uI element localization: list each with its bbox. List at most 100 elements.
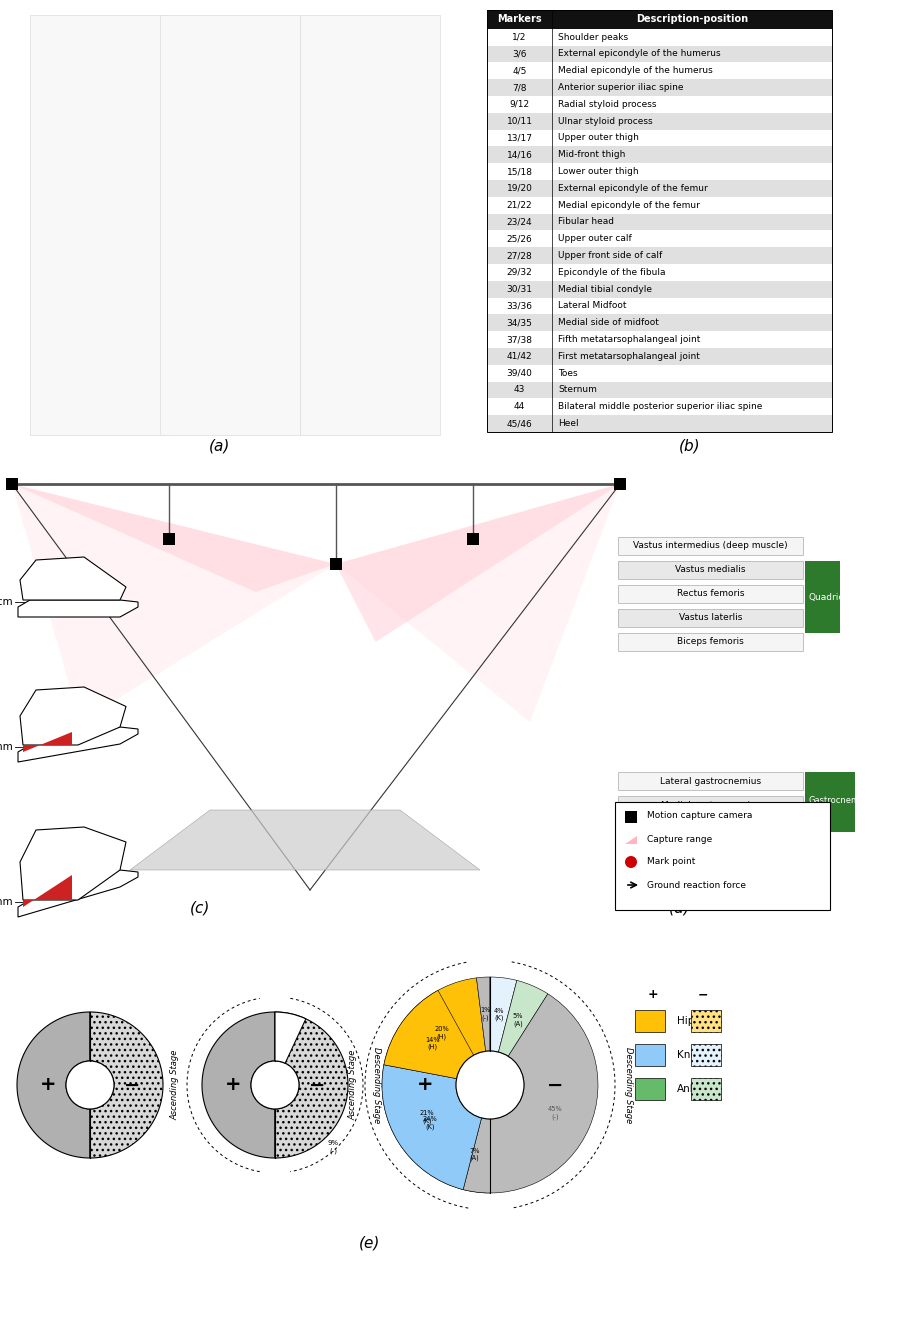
Bar xyxy=(300,15,440,435)
Polygon shape xyxy=(624,836,637,844)
Text: (c): (c) xyxy=(190,901,210,915)
Text: +: + xyxy=(224,1075,240,1095)
Text: −: − xyxy=(309,1075,325,1095)
Text: Ankle: Ankle xyxy=(676,1084,705,1093)
Text: −: − xyxy=(697,988,707,1001)
Bar xyxy=(618,820,802,838)
Polygon shape xyxy=(201,1012,275,1158)
Text: 33/36: 33/36 xyxy=(506,302,532,310)
Wedge shape xyxy=(498,980,547,1057)
Text: Vastus intermedius (deep muscle): Vastus intermedius (deep muscle) xyxy=(632,542,787,550)
Polygon shape xyxy=(90,1012,163,1158)
Text: 9%
(-): 9% (-) xyxy=(327,1140,339,1154)
Wedge shape xyxy=(476,977,489,1051)
Text: 1%
(-): 1% (-) xyxy=(479,1008,490,1021)
Text: Lateral Midfoot: Lateral Midfoot xyxy=(557,302,626,310)
Polygon shape xyxy=(12,484,335,592)
Text: First metatarsophalangeal joint: First metatarsophalangeal joint xyxy=(557,352,699,361)
Bar xyxy=(163,533,174,545)
Text: (e): (e) xyxy=(358,1236,380,1250)
Text: Sternum: Sternum xyxy=(557,385,596,394)
Bar xyxy=(624,811,637,823)
Bar xyxy=(330,558,341,570)
Bar xyxy=(618,844,802,863)
Text: Tibialis anterior: Tibialis anterior xyxy=(675,848,745,857)
Text: Ulnar styloid process: Ulnar styloid process xyxy=(557,116,652,125)
Bar xyxy=(487,146,831,164)
Polygon shape xyxy=(20,687,126,745)
Bar xyxy=(690,1078,721,1100)
Polygon shape xyxy=(23,732,72,752)
Bar xyxy=(614,802,829,910)
Text: 30/31: 30/31 xyxy=(506,285,532,294)
Text: Medial epicondyle of the femur: Medial epicondyle of the femur xyxy=(557,200,699,210)
Text: Upper outer thigh: Upper outer thigh xyxy=(557,133,638,142)
Polygon shape xyxy=(20,557,126,600)
Text: Description-position: Description-position xyxy=(635,15,748,24)
Text: Vastus laterlis: Vastus laterlis xyxy=(678,613,741,623)
Text: 29/32: 29/32 xyxy=(506,268,532,277)
Polygon shape xyxy=(17,1012,90,1158)
Text: 19/20: 19/20 xyxy=(506,183,532,193)
Bar xyxy=(804,561,839,633)
Text: Ground reaction force: Ground reaction force xyxy=(647,881,745,889)
Polygon shape xyxy=(12,484,335,721)
Text: Quadriceps: Quadriceps xyxy=(808,592,860,601)
Text: 5%
(A): 5% (A) xyxy=(512,1013,523,1026)
Text: Radial styloid process: Radial styloid process xyxy=(557,100,656,109)
Bar xyxy=(160,15,300,435)
Text: 15 mm: 15 mm xyxy=(0,743,13,752)
Polygon shape xyxy=(335,484,619,642)
Bar xyxy=(466,533,479,545)
Text: 24%
(K): 24% (K) xyxy=(423,1116,437,1130)
Text: Hip: Hip xyxy=(676,1016,694,1026)
Text: Ascending Stage: Ascending Stage xyxy=(349,1050,357,1120)
Bar xyxy=(634,1045,665,1066)
Text: 20%
(H): 20% (H) xyxy=(433,1026,448,1039)
Wedge shape xyxy=(275,1012,305,1063)
Text: +: + xyxy=(416,1075,433,1095)
Polygon shape xyxy=(130,810,479,871)
Text: Lower outer thigh: Lower outer thigh xyxy=(557,168,638,177)
Bar xyxy=(487,11,831,433)
Bar xyxy=(618,633,802,652)
Circle shape xyxy=(251,1060,299,1109)
Wedge shape xyxy=(443,1116,489,1192)
Text: External epicondyle of the humerus: External epicondyle of the humerus xyxy=(557,50,720,58)
Text: 4%
(K): 4% (K) xyxy=(493,1008,504,1021)
Text: Medial side of midfoot: Medial side of midfoot xyxy=(557,318,658,327)
Wedge shape xyxy=(382,1064,475,1183)
Bar xyxy=(487,79,831,96)
Text: 3/6: 3/6 xyxy=(512,50,526,58)
Text: (b): (b) xyxy=(678,438,700,454)
Text: 34/35: 34/35 xyxy=(506,318,532,327)
Text: 27/28: 27/28 xyxy=(506,251,532,260)
Bar xyxy=(634,1010,665,1031)
Text: 21/22: 21/22 xyxy=(506,200,532,210)
Bar xyxy=(618,772,802,790)
Bar xyxy=(487,214,831,231)
Bar xyxy=(618,586,802,603)
Bar xyxy=(487,381,831,398)
Text: Gastrocnemius: Gastrocnemius xyxy=(808,797,871,806)
Text: Medial gastrocnemius: Medial gastrocnemius xyxy=(660,801,759,810)
Polygon shape xyxy=(18,727,138,762)
Bar xyxy=(690,1045,721,1066)
Text: 14%
(H): 14% (H) xyxy=(424,1037,440,1050)
Text: Upper outer calf: Upper outer calf xyxy=(557,235,631,243)
Bar xyxy=(618,609,802,627)
Text: 21%
(K): 21% (K) xyxy=(419,1111,433,1124)
Wedge shape xyxy=(462,993,598,1192)
Text: 7%
(A): 7% (A) xyxy=(469,1148,479,1161)
Text: Motion capture camera: Motion capture camera xyxy=(647,811,751,820)
Text: Ascending Stage: Ascending Stage xyxy=(171,1050,180,1120)
Bar xyxy=(30,15,170,435)
Bar xyxy=(618,795,802,814)
Circle shape xyxy=(624,856,637,868)
Text: Medial tibial condyle: Medial tibial condyle xyxy=(557,285,651,294)
Bar xyxy=(618,537,802,555)
Text: 14/16: 14/16 xyxy=(506,150,532,160)
Text: 7/8: 7/8 xyxy=(512,83,526,92)
Text: Lateral gastrocnemius: Lateral gastrocnemius xyxy=(659,777,760,786)
Text: Bilateral middle posterior superior iliac spine: Bilateral middle posterior superior ilia… xyxy=(557,402,761,412)
